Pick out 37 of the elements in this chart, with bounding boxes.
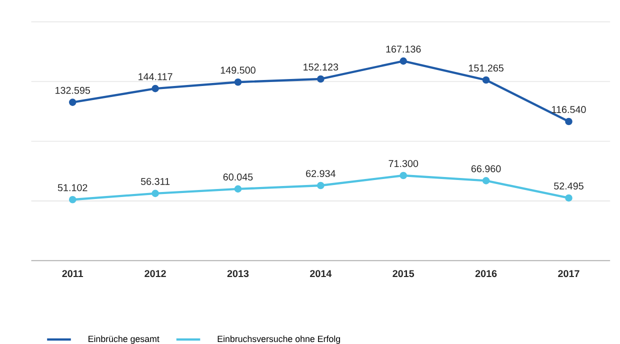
x-tick-label: 2014 [310, 270, 332, 278]
data-label: 51.102 [58, 184, 88, 192]
data-label: 71.300 [388, 160, 418, 168]
x-tick-label: 2012 [144, 270, 166, 278]
point [234, 185, 242, 193]
point [152, 190, 159, 198]
data-label: 167.136 [386, 46, 421, 53]
data-label: 144.117 [138, 73, 172, 80]
x-tick-label: 2011 [62, 270, 84, 278]
point [482, 177, 490, 184]
point [400, 172, 408, 180]
x-tick-label: 2016 [475, 270, 497, 278]
point [482, 76, 490, 84]
data-label: 66.960 [471, 165, 501, 172]
point [68, 98, 76, 106]
legend-label: Einbrüche gesamt [88, 336, 160, 344]
point [68, 196, 76, 204]
data-label: 152.123 [304, 64, 338, 71]
x-tick-label: 2017 [558, 270, 580, 278]
legend-label: Einbruchsversuche ohne Erfolg [218, 336, 340, 344]
point [317, 75, 324, 83]
point [565, 118, 572, 126]
point [565, 194, 572, 202]
data-label: 149.500 [220, 66, 256, 74]
data-label: 62.934 [306, 170, 336, 178]
point [234, 78, 242, 86]
x-tick-label: 2015 [392, 270, 414, 278]
data-label: 116.540 [552, 106, 586, 114]
data-label: 151.265 [468, 64, 504, 72]
data-label: 56.311 [140, 178, 170, 185]
point [400, 57, 408, 65]
data-label: 60.045 [223, 174, 253, 181]
x-tick-label: 2013 [227, 270, 249, 278]
data-label: 132.595 [56, 86, 90, 94]
point [152, 84, 159, 92]
point [317, 182, 324, 190]
data-label: 52.495 [554, 182, 584, 190]
